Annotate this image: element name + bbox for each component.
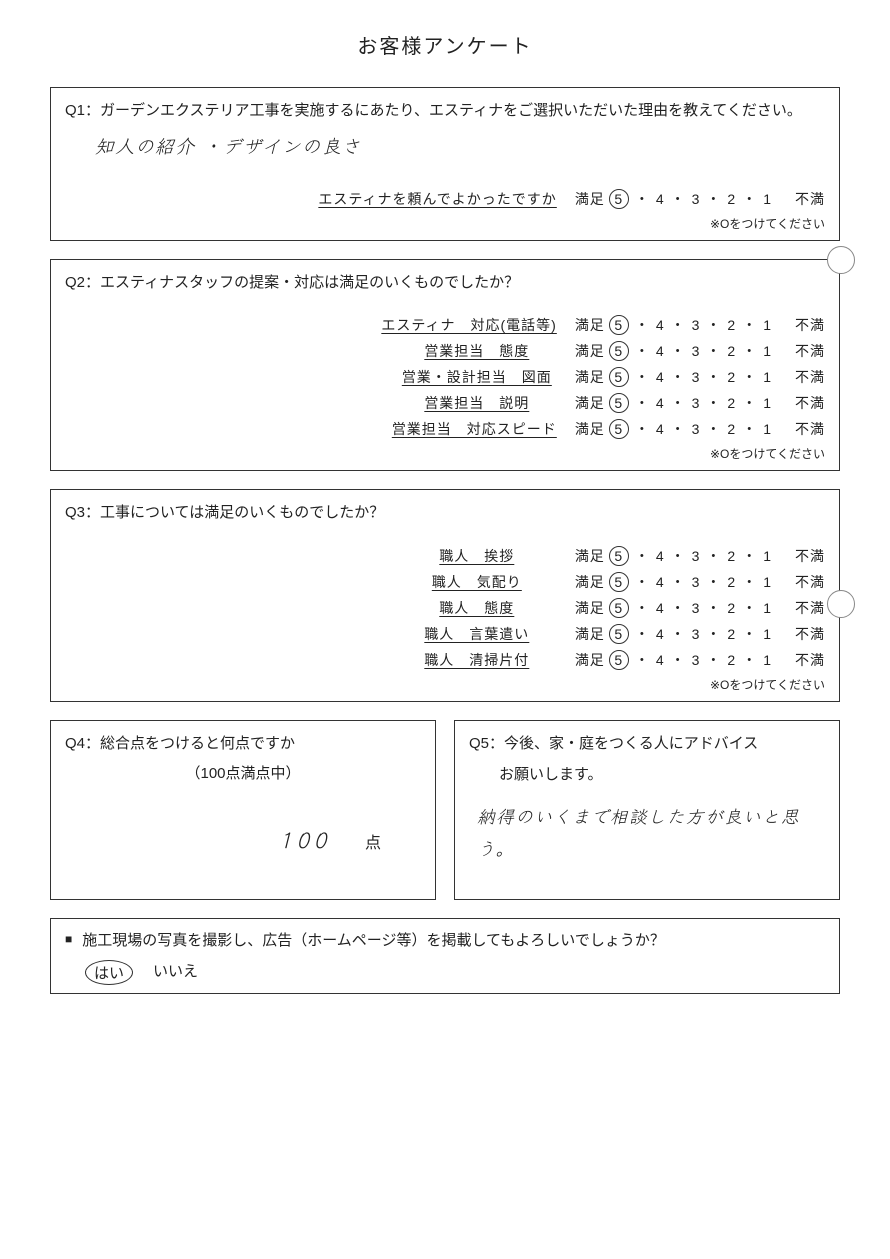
rating-label: 営業担当 対応スピード: [392, 419, 557, 439]
permission-yes[interactable]: はい: [85, 960, 133, 985]
rating-row: 職人 言葉遣い満足 5 ・ 4 ・ 3 ・ 2 ・ 1 不満: [65, 624, 825, 644]
q3-note: ※Oをつけてください: [65, 676, 825, 693]
q4-score-value: 100: [279, 823, 331, 855]
hole-punch: [827, 590, 855, 618]
q4-sub: （100点満点中）: [65, 762, 421, 783]
q2-note: ※Oをつけてください: [65, 445, 825, 462]
q4-box: Q4：総合点をつけると何点ですか （100点満点中） 100 点: [50, 720, 436, 900]
q1-box: Q1：ガーデンエクステリア工事を実施するにあたり、エスティナをご選択いただいた理…: [50, 87, 840, 241]
rating-row: 職人 挨拶満足 5 ・ 4 ・ 3 ・ 2 ・ 1 不満: [65, 546, 825, 566]
square-bullet-icon: ■: [65, 932, 72, 946]
rating-label: 職人 言葉遣い: [397, 624, 557, 644]
rating-row: 営業担当 対応スピード満足 5 ・ 4 ・ 3 ・ 2 ・ 1 不満: [65, 419, 825, 439]
rating-label: 職人 態度: [397, 598, 557, 618]
q1-rating-label: エスティナを頼んでよかったですか: [318, 189, 556, 209]
q3-label: Q3：工事については満足のいくものでしたか？: [65, 500, 825, 526]
rating-label: 営業担当 態度: [397, 341, 557, 361]
page-title: お客様アンケート: [50, 30, 840, 59]
rating-label: 営業担当 説明: [397, 393, 557, 413]
permission-box: ■ 施工現場の写真を撮影し、広告（ホームページ等）を掲載してもよろしいでしょうか…: [50, 918, 840, 994]
q2-label: Q2：エスティナスタッフの提案・対応は満足のいくものでしたか？: [65, 270, 825, 296]
rating-label: 営業・設計担当 図面: [397, 367, 557, 387]
rating-row: 職人 清掃片付満足 5 ・ 4 ・ 3 ・ 2 ・ 1 不満: [65, 650, 825, 670]
rating-row: 営業担当 態度満足 5 ・ 4 ・ 3 ・ 2 ・ 1 不満: [65, 341, 825, 361]
q5-sub: お願いします。: [469, 762, 825, 788]
rating-label: 職人 気配り: [397, 572, 557, 592]
q2-box: Q2：エスティナスタッフの提案・対応は満足のいくものでしたか？ エスティナ 対応…: [50, 259, 840, 472]
permission-no[interactable]: いいえ: [153, 960, 198, 985]
q4-score: 100 点: [65, 823, 421, 855]
rating-label: 職人 挨拶: [397, 546, 557, 566]
q5-box: Q5：今後、家・庭をつくる人にアドバイス お願いします。 納得のいくまで相談した…: [454, 720, 840, 900]
q1-rating-row: エスティナを頼んでよかったですか 満足 5 ・ 4 ・ 3 ・ 2 ・ 1 不満: [65, 189, 825, 209]
q3-rows: 職人 挨拶満足 5 ・ 4 ・ 3 ・ 2 ・ 1 不満職人 気配り満足 5 ・…: [65, 546, 825, 670]
q1-note: ※Oをつけてください: [65, 215, 825, 232]
rating-label: 職人 清掃片付: [397, 650, 557, 670]
rating-row: エスティナ 対応(電話等)満足 5 ・ 4 ・ 3 ・ 2 ・ 1 不満: [65, 315, 825, 335]
rating-label: エスティナ 対応(電話等): [381, 315, 556, 335]
rating-row: 職人 気配り満足 5 ・ 4 ・ 3 ・ 2 ・ 1 不満: [65, 572, 825, 592]
q1-answer-handwritten: 知人の紹介 ・デザインの良さ: [65, 132, 825, 159]
q4-label: Q4：総合点をつけると何点ですか: [65, 731, 421, 757]
q2-rows: エスティナ 対応(電話等)満足 5 ・ 4 ・ 3 ・ 2 ・ 1 不満営業担当…: [65, 315, 825, 439]
permission-text: 施工現場の写真を撮影し、広告（ホームページ等）を掲載してもよろしいでしょうか？: [82, 929, 665, 950]
rating-row: 職人 態度満足 5 ・ 4 ・ 3 ・ 2 ・ 1 不満: [65, 598, 825, 618]
q1-label: Q1：ガーデンエクステリア工事を実施するにあたり、エスティナをご選択いただいた理…: [65, 98, 825, 124]
hole-punch: [827, 246, 855, 274]
rating-row: 営業・設計担当 図面満足 5 ・ 4 ・ 3 ・ 2 ・ 1 不満: [65, 367, 825, 387]
q5-answer-handwritten: 納得のいくまで相談した方が良いと思う。: [469, 794, 825, 871]
permission-options: はい いいえ: [65, 960, 825, 985]
q5-label: Q5：今後、家・庭をつくる人にアドバイス: [469, 731, 825, 757]
q4-score-unit: 点: [365, 835, 381, 852]
q3-box: Q3：工事については満足のいくものでしたか？ 職人 挨拶満足 5 ・ 4 ・ 3…: [50, 489, 840, 702]
rating-row: 営業担当 説明満足 5 ・ 4 ・ 3 ・ 2 ・ 1 不満: [65, 393, 825, 413]
